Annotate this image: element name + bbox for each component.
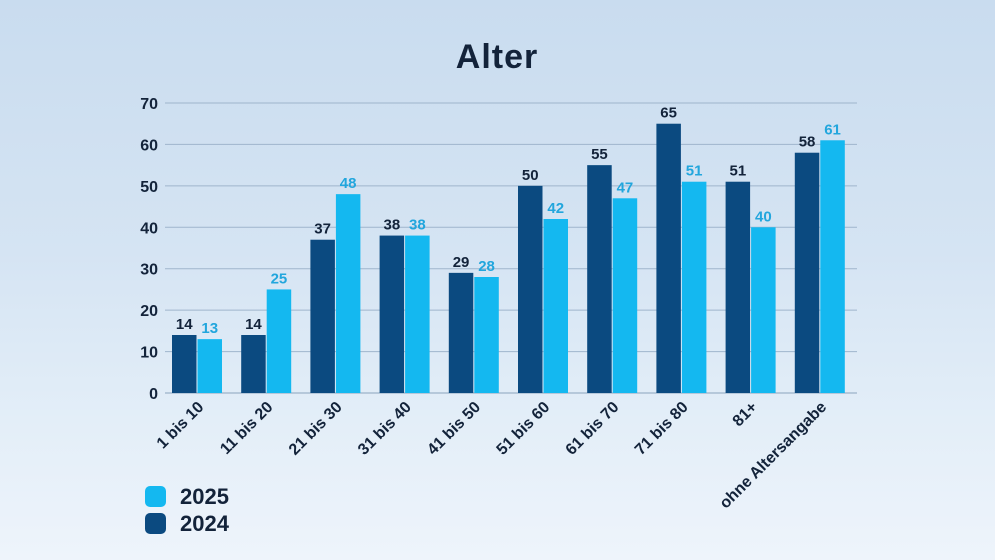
data-label-2025: 13 (201, 320, 218, 337)
x-tick-label: 61 bis 70 (563, 399, 623, 459)
x-tick-label: 41 bis 50 (424, 399, 484, 459)
data-label-2025: 38 (409, 217, 426, 234)
bar-2024 (725, 181, 751, 393)
data-label-2024: 51 (730, 163, 747, 180)
bar-2024 (379, 235, 405, 393)
legend-label-2024: 2024 (180, 511, 230, 536)
data-label-2024: 29 (453, 254, 470, 271)
y-tick-label: 60 (140, 137, 158, 154)
data-label-2025: 40 (755, 208, 772, 225)
bar-2024 (794, 152, 820, 393)
data-label-2024: 14 (176, 316, 193, 333)
bar-2025 (335, 194, 361, 393)
bar-2024 (241, 335, 266, 393)
bar-2024 (310, 239, 335, 393)
data-label-2024: 14 (245, 316, 262, 333)
data-label-2024: 50 (522, 167, 539, 184)
bar-2025 (197, 339, 222, 393)
x-tick-label: 71 bis 80 (632, 399, 692, 459)
bar-2025 (405, 235, 430, 393)
legend-label-2025: 2025 (180, 484, 229, 509)
bar-2025 (820, 140, 845, 393)
y-tick-label: 30 (140, 262, 158, 279)
data-label-2025: 28 (478, 258, 495, 275)
bar-2025 (681, 181, 707, 393)
data-label-2024: 65 (660, 105, 677, 122)
bar-2025 (474, 277, 499, 393)
data-label-2024: 38 (384, 217, 401, 234)
data-label-2024: 58 (799, 134, 816, 151)
data-label-2025: 61 (824, 121, 841, 138)
legend-swatch-2025 (145, 486, 166, 507)
data-label-2024: 55 (591, 146, 608, 163)
bar-2025 (266, 289, 292, 393)
y-tick-label: 70 (140, 96, 158, 113)
data-label-2024: 37 (314, 221, 331, 238)
x-tick-label: 81+ (730, 399, 761, 430)
bar-2024 (172, 335, 197, 393)
data-label-2025: 42 (547, 200, 564, 217)
x-tick-label: 51 bis 60 (494, 399, 554, 459)
y-tick-label: 0 (149, 386, 158, 403)
x-tick-label: 21 bis 30 (286, 399, 346, 459)
y-tick-label: 10 (140, 345, 158, 362)
data-label-2025: 48 (340, 175, 357, 192)
bar-2025 (543, 219, 568, 393)
y-tick-label: 40 (140, 220, 158, 237)
bar-2024 (448, 272, 474, 393)
chart-title: Alter (456, 38, 538, 76)
x-tick-label: 11 bis 20 (217, 399, 276, 458)
x-tick-label: 31 bis 40 (355, 399, 415, 459)
bar-2024 (656, 123, 681, 393)
data-label-2025: 51 (686, 163, 703, 180)
legend-swatch-2024 (145, 513, 166, 534)
bar-2024 (518, 185, 543, 393)
bar-2025 (751, 227, 776, 393)
data-label-2025: 47 (617, 179, 634, 196)
y-tick-label: 20 (140, 303, 158, 320)
bar-2024 (587, 165, 612, 393)
bar-2025 (612, 198, 638, 393)
data-label-2025: 25 (271, 270, 288, 287)
x-tick-label: 1 bis 10 (154, 399, 208, 453)
y-tick-label: 50 (140, 179, 158, 196)
